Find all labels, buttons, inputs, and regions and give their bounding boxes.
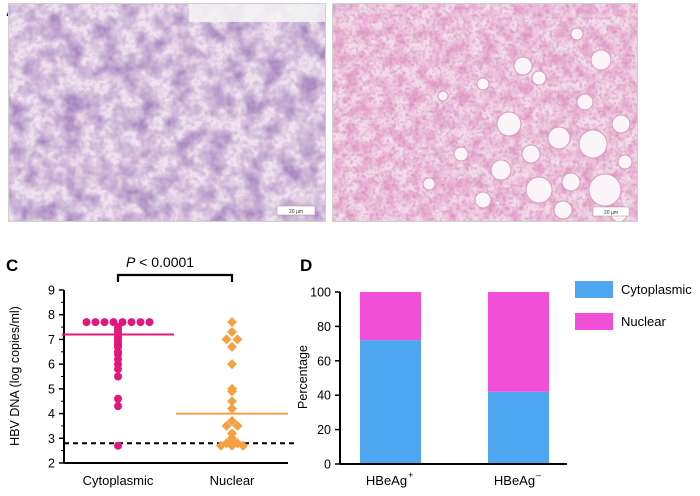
c-y-tick-label: 6 xyxy=(48,358,55,372)
c-point-cytoplasmic xyxy=(118,318,127,327)
d-y-tick-label: 20 xyxy=(317,423,331,437)
c-y-axis-label: HBV DNA (log copies/ml) xyxy=(8,306,22,446)
chart-c: 2 3 4 5 6 7 8 9 HBV DNA (log copies/ml) Cytopla… xyxy=(8,254,298,488)
c-x-label: Cytoplasmic xyxy=(83,473,154,488)
c-axes xyxy=(59,289,288,464)
d-x-label-superscript: – xyxy=(536,470,541,480)
c-x-labels: Cytoplasmic Nuclear xyxy=(83,473,255,488)
legend-label-nuclear: Nuclear xyxy=(621,314,666,329)
c-point-nuclear xyxy=(227,428,237,439)
scale-bar: 20 µm xyxy=(592,206,630,217)
c-y-tick-label: 4 xyxy=(48,407,55,421)
c-point-nuclear xyxy=(227,327,237,338)
c-point-cytoplasmic xyxy=(127,318,136,327)
c-point-cytoplasmic xyxy=(114,441,122,450)
c-y-tick-labels: 2 3 4 5 6 7 8 9 xyxy=(48,284,55,471)
c-significance: P < 0.0001 xyxy=(116,254,234,282)
c-point-nuclear xyxy=(227,359,237,370)
c-point-nuclear xyxy=(227,341,237,352)
d-y-axis-label: Percentage xyxy=(296,345,310,409)
d-y-tick-label: 60 xyxy=(317,354,331,368)
micrograph-a: 20 µm xyxy=(8,3,326,222)
d-x-label: HBeAg xyxy=(366,473,407,488)
c-point-cytoplasmic xyxy=(82,318,91,327)
d-x-label-superscript: + xyxy=(408,470,413,480)
d-bars xyxy=(360,292,549,464)
c-point-cytoplasmic xyxy=(109,318,118,327)
c-point-nuclear xyxy=(221,420,232,431)
c-y-tick-label: 7 xyxy=(48,333,55,347)
d-x-label: HBeAg xyxy=(494,473,535,488)
legend-swatch-nuclear xyxy=(575,313,613,330)
legend-swatch-cytoplasmic xyxy=(575,281,613,298)
panel-label-d: D xyxy=(300,256,313,275)
d-axes xyxy=(335,291,567,465)
d-bar-nuclear xyxy=(488,292,549,392)
c-point-nuclear xyxy=(227,383,237,394)
c-point-nuclear xyxy=(227,396,237,407)
d-bar-nuclear xyxy=(360,292,421,341)
c-y-tick-label: 5 xyxy=(48,382,55,396)
c-point-cytoplasmic xyxy=(114,394,122,403)
micrograph-b: 20 µm xyxy=(332,3,638,222)
c-y-tick-label: 3 xyxy=(48,432,55,446)
legend: Cytoplasmic Nuclear xyxy=(575,281,692,330)
d-y-tick-labels: 0 20 40 60 80 100 xyxy=(310,286,331,472)
c-point-cytoplasmic xyxy=(91,318,100,327)
c-point-nuclear xyxy=(227,415,237,426)
c-point-nuclear xyxy=(221,334,232,345)
p-value-annotation: P < 0.0001 xyxy=(126,254,194,270)
d-bar-cytoplasmic xyxy=(360,340,421,464)
d-y-tick-label: 100 xyxy=(310,286,331,300)
c-y-tick-label: 9 xyxy=(48,284,55,298)
c-medians xyxy=(62,333,288,415)
c-y-tick-label: 2 xyxy=(48,457,55,471)
c-point-cytoplasmic xyxy=(100,318,109,327)
c-point-cytoplasmic xyxy=(136,318,145,327)
d-y-tick-label: 40 xyxy=(317,389,331,403)
c-point-nuclear xyxy=(232,420,243,431)
c-point-nuclear xyxy=(232,334,243,345)
c-point-cytoplasmic xyxy=(145,318,154,327)
d-x-labels: HBeAg + HBeAg – xyxy=(366,470,541,488)
d-y-tick-label: 80 xyxy=(317,320,331,334)
c-y-tick-label: 8 xyxy=(48,308,55,322)
c-point-nuclear xyxy=(227,317,237,328)
c-point-cytoplasmic xyxy=(114,372,122,381)
legend-label-cytoplasmic: Cytoplasmic xyxy=(621,282,692,297)
c-point-cytoplasmic xyxy=(114,402,122,411)
svg-text:20 µm: 20 µm xyxy=(604,210,618,216)
significance-bracket xyxy=(116,273,234,282)
c-x-label: Nuclear xyxy=(210,473,255,488)
c-points xyxy=(82,317,248,451)
d-y-tick-label: 0 xyxy=(324,458,331,472)
background-edge xyxy=(189,4,325,22)
panel-label-c: C xyxy=(6,256,19,275)
scale-bar: 20 µm xyxy=(276,205,316,216)
c-point-nuclear xyxy=(227,403,237,414)
d-bar-cytoplasmic xyxy=(488,391,549,464)
svg-text:20 µm: 20 µm xyxy=(289,209,303,215)
